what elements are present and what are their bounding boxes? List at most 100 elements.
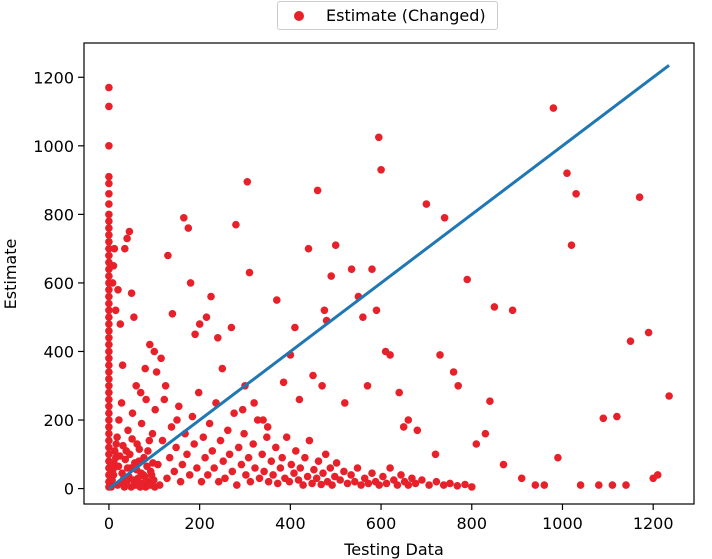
- data-point: [595, 481, 603, 489]
- data-point: [576, 481, 585, 489]
- y-axis-label: Estimate: [1, 239, 20, 310]
- data-point: [105, 340, 113, 349]
- data-point: [127, 289, 136, 298]
- data-point: [105, 382, 113, 390]
- data-point: [194, 388, 203, 397]
- reference-line-layer: [108, 64, 670, 490]
- data-point: [136, 388, 145, 397]
- data-point: [219, 457, 227, 466]
- data-point: [404, 416, 413, 424]
- x-axis: 0 200 400 600 800 1000 1200: [104, 504, 674, 533]
- data-point: [105, 83, 113, 92]
- data-point: [105, 368, 113, 376]
- data-point: [186, 279, 195, 287]
- data-point: [118, 469, 126, 478]
- data-point: [105, 443, 113, 452]
- data-point: [264, 477, 273, 486]
- data-point: [599, 414, 608, 423]
- data-point: [255, 474, 264, 483]
- data-point: [399, 423, 408, 431]
- data-point: [119, 441, 127, 450]
- data-point: [143, 462, 151, 471]
- data-point: [105, 200, 113, 208]
- data-point: [436, 351, 444, 359]
- data-point: [228, 467, 237, 476]
- data-point: [178, 460, 187, 469]
- data-point: [368, 469, 376, 478]
- data-point: [114, 462, 123, 471]
- data-point: [116, 452, 124, 460]
- data-point: [218, 364, 227, 373]
- data-point: [121, 244, 129, 253]
- data-point: [363, 382, 372, 390]
- y-tick-label: 0: [64, 480, 74, 499]
- data-point: [240, 429, 248, 438]
- data-point: [111, 306, 120, 315]
- data-point: [608, 481, 617, 489]
- data-point: [105, 327, 113, 335]
- data-point: [105, 251, 113, 260]
- data-point: [653, 471, 662, 479]
- x-tick-label: 800: [456, 514, 487, 533]
- data-point: [282, 433, 291, 442]
- legend: Estimate (Changed): [277, 1, 498, 30]
- data-point: [319, 469, 327, 478]
- data-point: [118, 361, 127, 370]
- data-point: [105, 210, 113, 219]
- data-point: [622, 481, 630, 489]
- data-point: [327, 272, 336, 280]
- data-point: [331, 241, 340, 249]
- data-point: [375, 133, 383, 142]
- data-point: [195, 320, 204, 328]
- data-point: [295, 395, 304, 404]
- data-point: [253, 416, 262, 424]
- data-point: [273, 296, 281, 304]
- data-point: [321, 450, 330, 459]
- data-point: [121, 455, 130, 464]
- data-point: [299, 481, 307, 489]
- data-point: [481, 429, 490, 438]
- data-point: [567, 241, 576, 249]
- y-tick-label: 1000: [33, 137, 74, 156]
- data-point: [117, 399, 126, 407]
- data-point: [258, 450, 267, 459]
- data-point: [141, 364, 149, 373]
- data-point: [115, 416, 123, 424]
- data-point: [172, 443, 180, 452]
- data-point: [160, 395, 169, 404]
- data-point: [210, 464, 218, 472]
- data-point: [238, 405, 247, 414]
- data-point: [142, 395, 150, 404]
- data-point: [290, 469, 298, 478]
- data-point: [123, 464, 132, 472]
- y-axis: 0 200 400 600 800 1000 1200: [33, 68, 84, 499]
- data-point: [233, 481, 241, 489]
- data-point: [463, 275, 472, 284]
- data-point: [635, 193, 644, 201]
- data-point: [453, 482, 462, 490]
- data-point: [225, 450, 234, 459]
- data-point: [554, 453, 562, 462]
- data-point: [164, 251, 172, 260]
- data-point: [173, 416, 181, 424]
- data-point: [165, 453, 174, 462]
- data-point: [123, 234, 131, 243]
- data-point: [105, 313, 113, 322]
- plot-area-frame: [83, 42, 695, 505]
- data-point: [116, 320, 125, 328]
- data-point: [272, 443, 280, 452]
- data-point: [105, 450, 113, 459]
- data-point: [202, 313, 211, 322]
- data-point: [340, 467, 348, 476]
- data-point: [204, 471, 212, 479]
- data-point: [461, 480, 469, 489]
- data-point: [128, 435, 136, 443]
- data-point: [105, 416, 113, 424]
- data-point: [150, 476, 158, 484]
- data-point: [105, 272, 113, 280]
- data-point: [312, 474, 321, 483]
- data-point: [665, 392, 673, 400]
- data-point: [221, 474, 229, 483]
- data-point: [180, 214, 188, 222]
- data-point: [472, 440, 481, 448]
